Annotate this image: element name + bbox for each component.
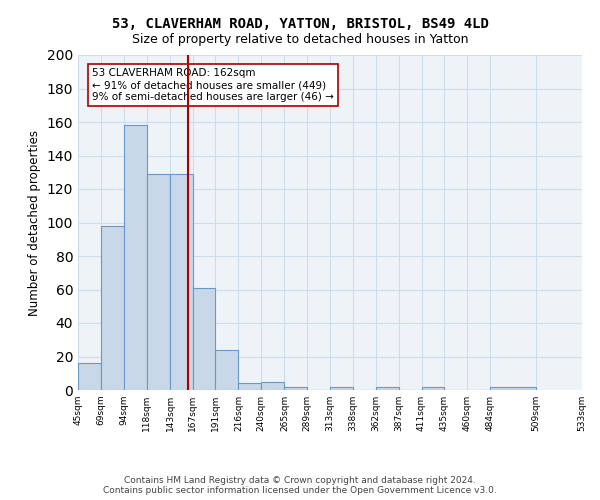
Bar <box>238 384 261 390</box>
Bar <box>146 174 170 390</box>
Text: 53 CLAVERHAM ROAD: 162sqm
← 91% of detached houses are smaller (449)
9% of semi-: 53 CLAVERHAM ROAD: 162sqm ← 91% of detac… <box>92 68 334 102</box>
Text: 53, CLAVERHAM ROAD, YATTON, BRISTOL, BS49 4LD: 53, CLAVERHAM ROAD, YATTON, BRISTOL, BS4… <box>112 18 488 32</box>
Bar <box>490 386 536 390</box>
Bar <box>284 386 307 390</box>
Bar <box>215 350 238 390</box>
Bar <box>376 386 399 390</box>
Text: Size of property relative to detached houses in Yatton: Size of property relative to detached ho… <box>132 32 468 46</box>
Bar <box>124 126 146 390</box>
Bar <box>422 386 444 390</box>
Bar <box>261 382 284 390</box>
Bar <box>78 363 101 390</box>
Bar <box>329 386 353 390</box>
Bar <box>170 174 193 390</box>
Bar <box>193 288 215 390</box>
Bar <box>101 226 124 390</box>
Y-axis label: Number of detached properties: Number of detached properties <box>28 130 41 316</box>
Text: Contains HM Land Registry data © Crown copyright and database right 2024.
Contai: Contains HM Land Registry data © Crown c… <box>103 476 497 495</box>
